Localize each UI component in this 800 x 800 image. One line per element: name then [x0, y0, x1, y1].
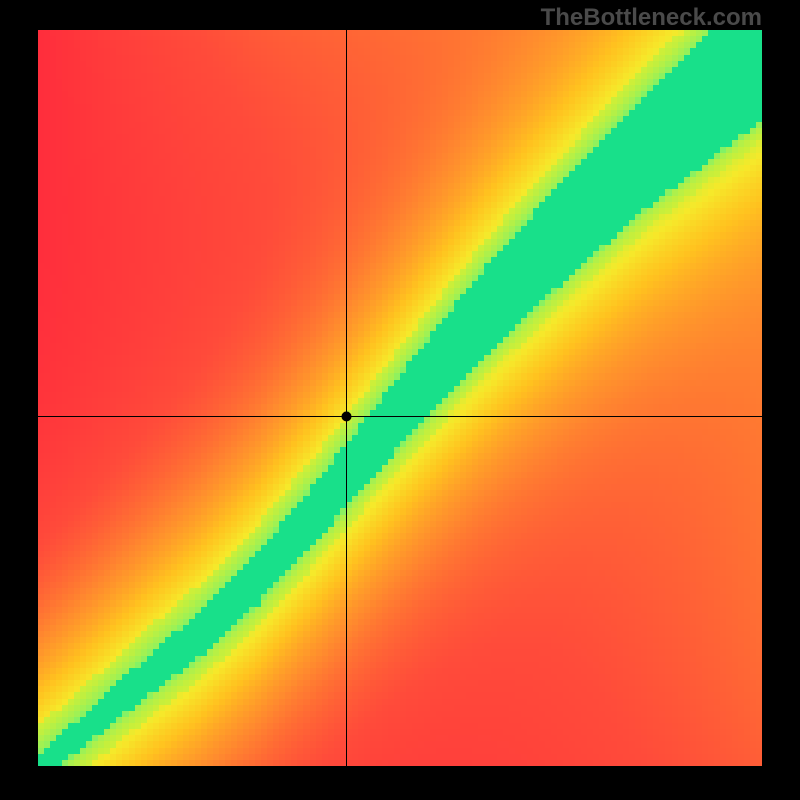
bottleneck-heatmap: [38, 30, 762, 766]
watermark-text: TheBottleneck.com: [541, 4, 762, 32]
chart-container: { "canvas": { "width": 800, "height": 80…: [0, 0, 800, 800]
